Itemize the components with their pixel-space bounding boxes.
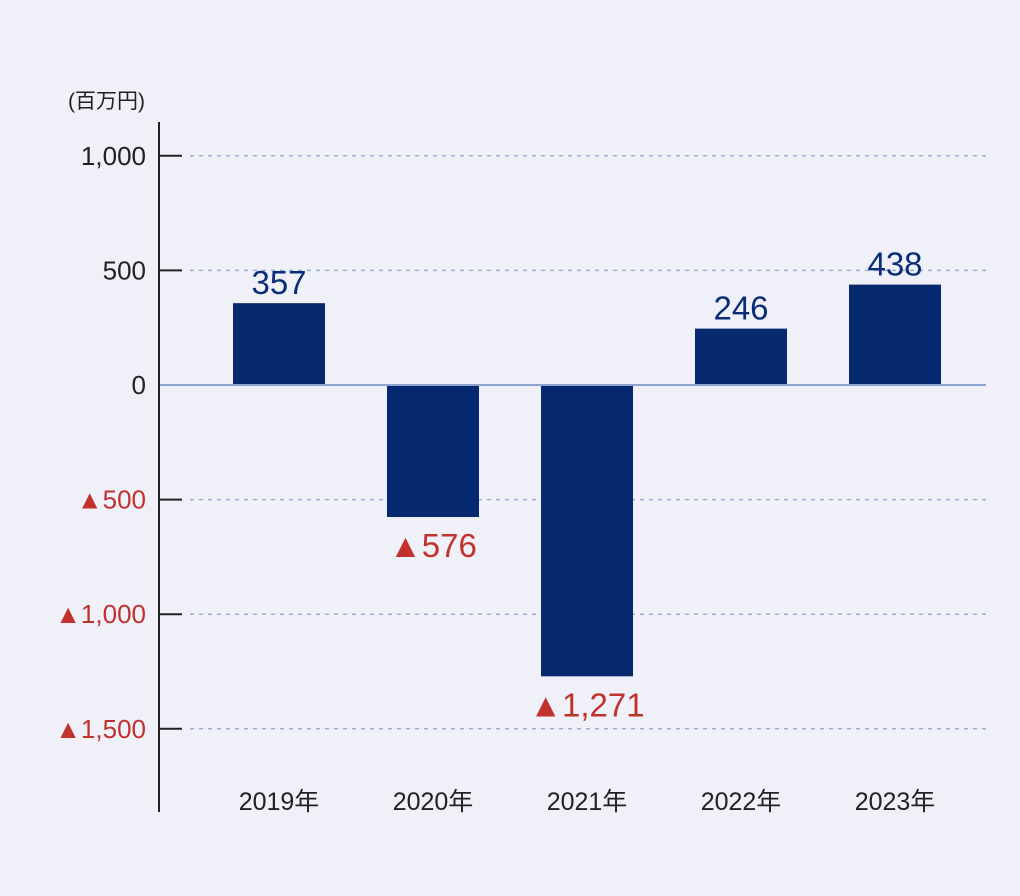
bar-2022年 (695, 328, 787, 385)
y-tick-label: ▲1,000 (55, 599, 146, 629)
data-label: 438 (867, 246, 922, 283)
y-tick-label: ▲500 (77, 485, 146, 515)
x-category-label: 2021年 (547, 788, 628, 816)
bar-2021年 (541, 385, 633, 677)
data-label: ▲1,271 (529, 686, 644, 723)
y-tick-label: 500 (103, 255, 146, 285)
bar-2019年 (233, 303, 325, 385)
y-tick-label: ▲1,500 (55, 714, 146, 744)
data-labels: 357 ▲576 ▲1,271 246 438 (251, 246, 922, 724)
bar-2023年 (849, 284, 941, 385)
bar-2020年 (387, 385, 479, 518)
y-tick-label: 0 (132, 370, 146, 400)
x-category-label: 2019年 (239, 788, 320, 816)
x-category-label: 2022年 (701, 788, 782, 816)
data-label: 357 (251, 264, 306, 301)
y-axis-ticks: 1,000 500 0 ▲500 ▲1,000 ▲1,500 (55, 141, 182, 744)
y-axis-unit-label: (百万円) (68, 90, 145, 113)
x-category-label: 2023年 (855, 788, 936, 816)
data-label: ▲576 (389, 527, 477, 564)
y-tick-label: 1,000 (81, 141, 146, 171)
bars (233, 284, 941, 677)
x-category-label: 2020年 (393, 788, 474, 816)
x-axis-categories: 2019年 2020年 2021年 2022年 2023年 (239, 788, 936, 816)
data-label: 246 (713, 290, 768, 327)
